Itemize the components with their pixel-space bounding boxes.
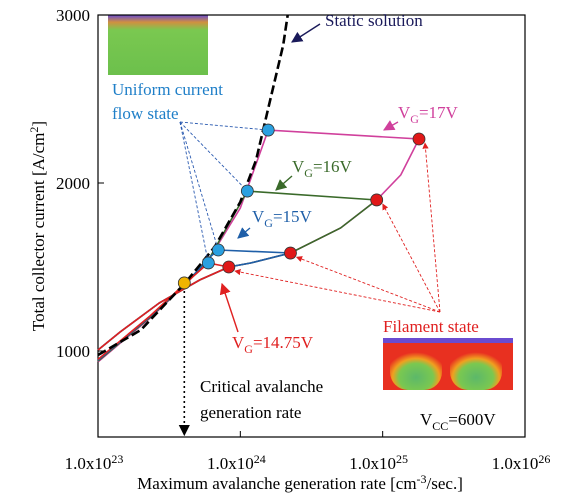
series-arrow: [384, 122, 398, 130]
filament-point: [371, 194, 383, 206]
x-tick-label-part: 24: [254, 452, 266, 466]
y-axis-title-part: ]: [29, 121, 48, 127]
series-label: VG=16V: [292, 157, 353, 180]
y-tick-label: 2000: [56, 174, 90, 193]
y-axis-title-part: Total collector current [A/cm: [29, 133, 48, 331]
x-tick-label: 1.0x1025: [349, 452, 408, 473]
uniform-point: [202, 257, 214, 269]
series-label-part: G: [410, 112, 419, 126]
x-tick-label-part: 1.0x10: [492, 454, 539, 473]
series-label-part: G: [304, 166, 313, 180]
uniform-label: Uniform current: [112, 80, 223, 99]
series-label-part: V: [232, 333, 245, 352]
uniform-pointer: [180, 122, 268, 130]
static-solution-label: Static solution: [325, 11, 423, 30]
series-label-part: =14.75V: [253, 333, 314, 352]
series-label-part: G: [264, 216, 273, 230]
filament-point: [413, 133, 425, 145]
x-tick-label-part: 1.0x10: [349, 454, 396, 473]
x-tick-label-part: 1.0x10: [207, 454, 254, 473]
x-tick-label: 1.0x1024: [207, 452, 266, 473]
series-label: VG=15V: [252, 207, 313, 230]
series-label-part: V: [398, 103, 411, 122]
y-tick-label: 1000: [56, 342, 90, 361]
chart: 1000200030001.0x10231.0x10241.0x10251.0x…: [0, 0, 561, 495]
filament-point: [284, 247, 296, 259]
vcc-label: VCC=600V: [420, 410, 496, 433]
filament-label: Filament state: [383, 317, 479, 336]
uniform-point: [262, 124, 274, 136]
series-arrow: [222, 284, 238, 332]
uniform-point: [212, 244, 224, 256]
filament-pointer: [425, 143, 440, 312]
x-tick-label-part: 1.0x10: [65, 454, 112, 473]
x-tick-label: 1.0x1023: [65, 452, 124, 473]
series-label-part: =17V: [419, 103, 459, 122]
series-label: VG=17V: [398, 103, 459, 126]
x-tick-label-part: 26: [538, 452, 550, 466]
inset-filament: [383, 338, 513, 390]
x-tick-label-part: 23: [111, 452, 123, 466]
series-label-part: =16V: [313, 157, 353, 176]
vcc-label-part: =600V: [448, 410, 496, 429]
y-tick-label: 3000: [56, 6, 90, 25]
series-arrow: [276, 176, 292, 190]
filament-pointer: [235, 271, 440, 312]
filament-point: [223, 261, 235, 273]
y-axis-title: Total collector current [A/cm2]: [27, 121, 48, 331]
x-axis-title-part: /sec.]: [427, 474, 463, 493]
uniform-pointer: [180, 122, 208, 263]
series-label-part: V: [252, 207, 265, 226]
series-label: VG=14.75V: [232, 333, 314, 356]
critical-label: generation rate: [200, 403, 301, 422]
uniform-point: [241, 185, 253, 197]
x-axis-title-part: Maximum avalanche generation rate [cm: [137, 474, 416, 493]
critical-point: [178, 277, 190, 289]
uniform-label: flow state: [112, 104, 179, 123]
vcc-label-part: V: [420, 410, 433, 429]
static-solution-arrow: [292, 24, 320, 42]
critical-label: Critical avalanche: [200, 377, 323, 396]
series-arrow: [238, 228, 250, 238]
filament-pointer: [296, 257, 440, 312]
x-tick-label-part: 25: [396, 452, 408, 466]
series-label-part: V: [292, 157, 305, 176]
x-tick-label: 1.0x1026: [492, 452, 551, 473]
inset-uniform: [108, 15, 208, 75]
series-label-part: =15V: [273, 207, 313, 226]
series-line: [98, 130, 419, 362]
x-axis-title-part: -3: [417, 472, 427, 486]
x-axis-title: Maximum avalanche generation rate [cm-3/…: [137, 472, 463, 493]
series-label-part: G: [244, 342, 253, 356]
vcc-label-part: CC: [432, 419, 448, 433]
